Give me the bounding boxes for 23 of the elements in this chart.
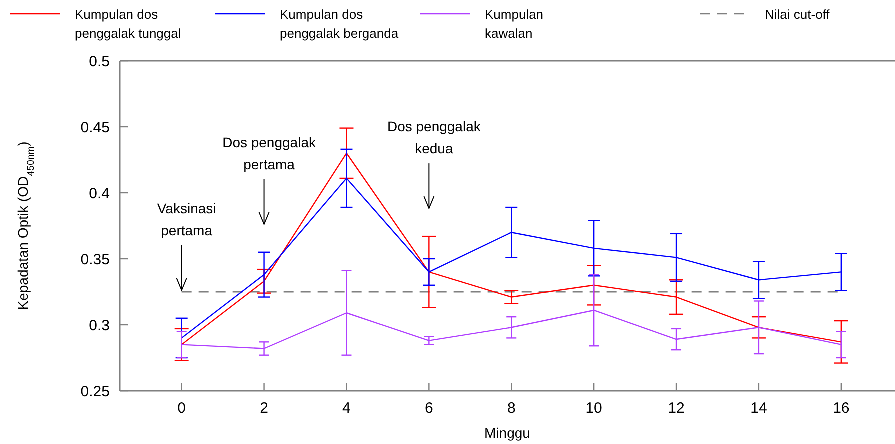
x-tick-label: 10 (586, 400, 602, 417)
y-tick-label: 0.35 (80, 251, 110, 268)
x-tick-label: 2 (260, 400, 268, 417)
annotation: Dos penggalak kedua (387, 118, 482, 157)
x-tick-label: 6 (425, 400, 434, 417)
y-tick-label: 0.25 (80, 383, 110, 400)
annotation: Dos penggalak pertama (222, 134, 317, 172)
legend-label: Nilai cut-off (765, 7, 830, 22)
annotation: Vaksinasi pertama (157, 200, 216, 238)
x-tick-label: 0 (178, 400, 186, 417)
x-tick-label: 16 (833, 400, 850, 417)
y-tick-label: 0.3 (89, 317, 110, 334)
y-tick-label: 0.5 (89, 53, 110, 70)
legend-label: Kumpulan kawalan (485, 7, 544, 41)
y-tick-label: 0.45 (80, 119, 110, 136)
legend-label: Kumpulan dos penggalak tunggal (75, 7, 182, 41)
x-axis-title: Minggu (484, 425, 530, 441)
y-tick-label: 0.4 (89, 185, 110, 202)
x-tick-label: 4 (342, 400, 351, 417)
x-tick-label: 12 (668, 400, 685, 417)
legend-label: Kumpulan dos penggalak berganda (280, 7, 400, 41)
x-tick-label: 8 (507, 400, 516, 417)
x-tick-label: 14 (750, 400, 768, 417)
